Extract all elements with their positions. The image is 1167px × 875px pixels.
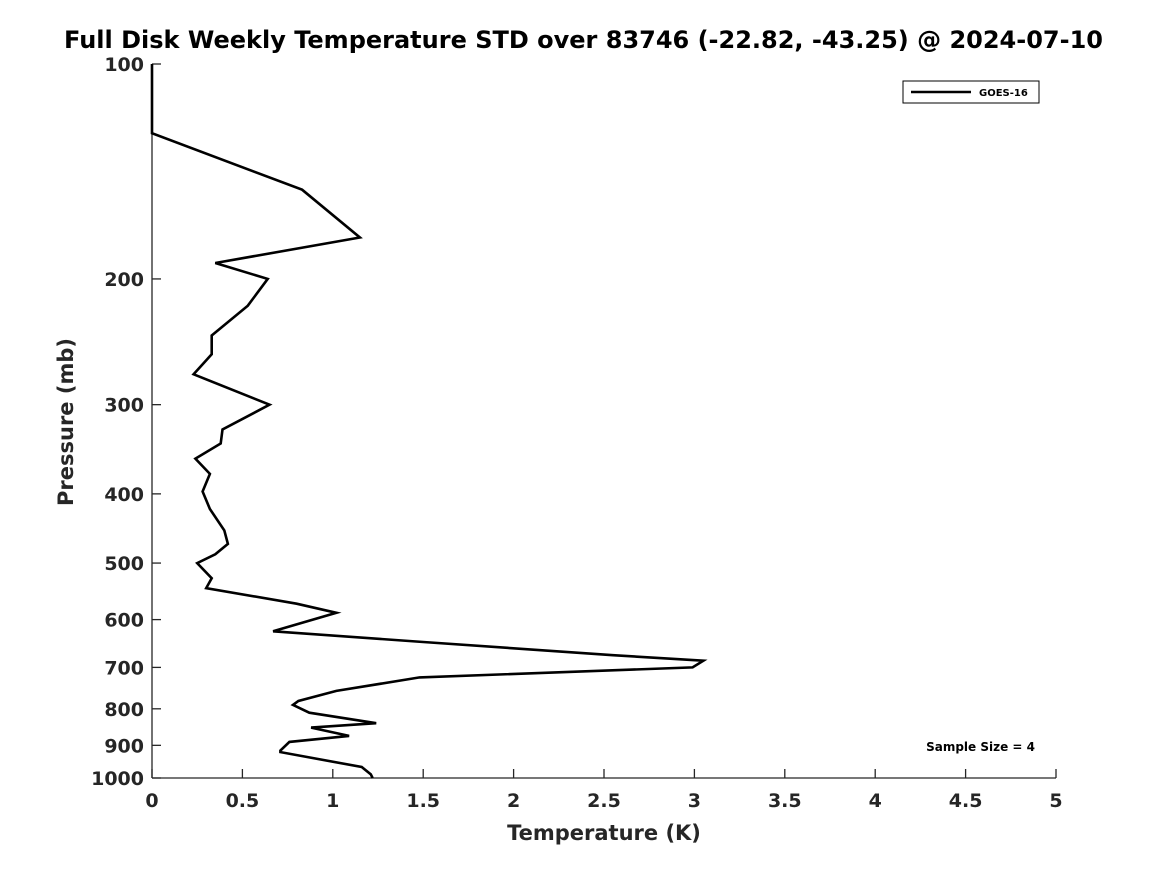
x-tick-label: 2.5 xyxy=(587,790,621,812)
x-tick-label: 1 xyxy=(326,790,339,812)
sample-size-annotation: Sample Size = 4 xyxy=(926,740,1035,754)
series-line-goes-16 xyxy=(150,64,708,779)
x-tick-label: 3.5 xyxy=(768,790,802,812)
x-tick-label: 0 xyxy=(145,790,158,812)
y-tick-label: 800 xyxy=(104,699,144,721)
legend: GOES-16 xyxy=(902,80,1040,104)
x-tick-label: 4.5 xyxy=(949,790,983,812)
x-tick-label: 0.5 xyxy=(226,790,260,812)
y-tick-label: 200 xyxy=(104,269,144,291)
y-tick-label: 400 xyxy=(104,484,144,506)
y-tick-label: 900 xyxy=(104,735,144,757)
x-tick-label: 3 xyxy=(688,790,701,812)
y-tick-label: 300 xyxy=(104,395,144,417)
x-tick-label: 4 xyxy=(869,790,882,812)
x-tick-label: 2 xyxy=(507,790,520,812)
data-layer: Sample Size = 4 xyxy=(150,64,1035,779)
x-tick-label: 5 xyxy=(1049,790,1062,812)
y-axis-label: Pressure (mb) xyxy=(54,338,78,506)
axes: 0 0.5 1 1.5 2 2.5 3 3.5 4 4.5 5 100 200 300 400 500 600 7… xyxy=(91,54,1063,812)
y-tick-label: 100 xyxy=(104,54,144,76)
legend-entry: GOES-16 xyxy=(979,88,1028,99)
chart-title: Full Disk Weekly Temperature STD over 83… xyxy=(64,26,1103,54)
x-tick-label: 1.5 xyxy=(406,790,440,812)
y-tick-label: 600 xyxy=(104,610,144,632)
x-axis-label: Temperature (K) xyxy=(507,821,701,845)
y-tick-label: 500 xyxy=(104,553,144,575)
y-tick-label: 700 xyxy=(104,657,144,679)
y-tick-label: 1000 xyxy=(91,768,144,790)
